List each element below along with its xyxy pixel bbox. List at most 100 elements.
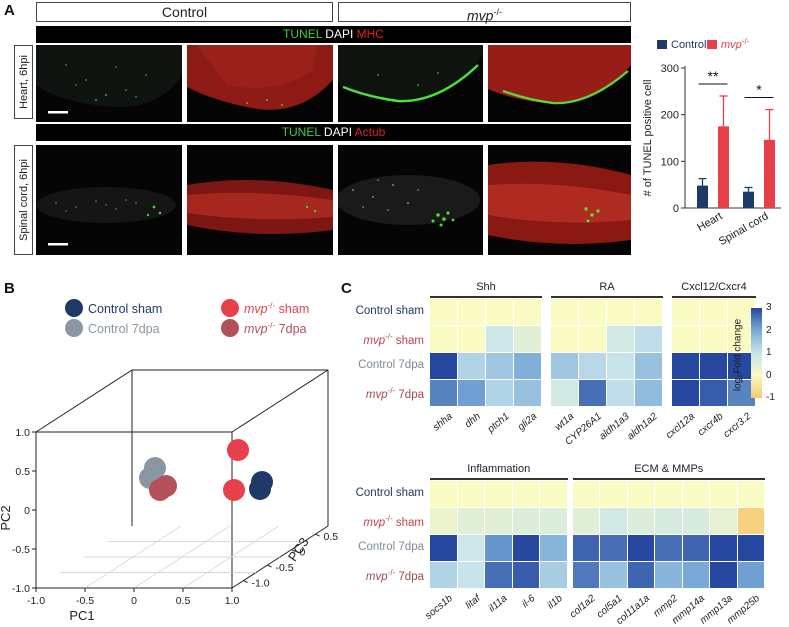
heatmap-cell: [627, 508, 654, 534]
heatmap-cell: [655, 508, 682, 534]
legend-swatch-1: [707, 40, 717, 49]
tunel-bar-chart: Control mvp-/- 0 100 200 300 # of TUNEL positi…: [642, 37, 781, 248]
heatmap-cell: [655, 562, 682, 588]
heatmap-cell: [682, 562, 709, 588]
heatmap-cell: [485, 508, 512, 534]
heatmap-cell: [607, 299, 634, 325]
heatmap-group-title: ECM & MMPs: [634, 463, 704, 475]
heatmap-cell: [600, 562, 627, 588]
heatmap-cell: [551, 299, 578, 325]
header-mvp-text: mvp: [467, 7, 494, 24]
heatmap-cell: [572, 535, 599, 561]
gene-label: il11a: [487, 593, 510, 615]
heatmap-cell: [457, 481, 484, 507]
heatmap-cell: [486, 380, 513, 406]
heatmap-cell: [512, 562, 539, 588]
heatmap-cell: [572, 508, 599, 534]
colorbar-tick-label: 1: [766, 347, 772, 358]
heatmap-cell: [700, 380, 727, 406]
heatmap-cell: [486, 326, 513, 352]
bar-spinal-cord-0: [743, 191, 754, 208]
heatmap-cell: [627, 562, 654, 588]
spinal-row-label: Spinal cord, 6hpi: [14, 145, 33, 255]
pca-point-4: [227, 439, 249, 461]
legend-dot-3: [221, 319, 239, 337]
heatmap-cell: [579, 326, 606, 352]
pc1-axis-title: PC1: [69, 608, 94, 623]
heatmap-cell: [728, 380, 755, 406]
heatmap-cell: [635, 299, 662, 325]
heatmap-cell: [737, 562, 764, 588]
pc3-tick: [243, 580, 248, 584]
heatmap-cell: [710, 508, 737, 534]
heatmap-row-name: mvp-/- sham: [363, 513, 424, 529]
pc2-axis-title: PC2: [0, 505, 13, 530]
heatmap-cell: [514, 326, 541, 352]
pc3-tick: [291, 549, 296, 553]
heatmap-cell: [430, 299, 457, 325]
heatmap-cell: [430, 562, 457, 588]
heatmap-cell: [579, 353, 606, 379]
heatmap-cell: [512, 481, 539, 507]
pca-plot: Control sham Control 7dpa mvp-/- sham mvp-/…: [0, 299, 338, 623]
pca-point-7: [249, 478, 271, 500]
heatmap-group-title: Shh: [476, 281, 496, 293]
heart-row-label: Heart, 6hpi: [14, 45, 33, 119]
gene-label: aldh1a3: [597, 411, 633, 443]
heatmap-cell: [737, 535, 764, 561]
pc2-tick-label: 1.0: [15, 427, 30, 439]
pc1-tick-label: -0.5: [76, 595, 94, 607]
pc1-tick-label: -1.0: [27, 595, 45, 607]
legend-dot-2: [221, 299, 239, 317]
colorbar: [751, 308, 762, 398]
legend-label-0: Control sham: [88, 302, 162, 316]
header-mvp-sup: -/-: [493, 7, 502, 17]
heatmap-cell: [430, 481, 457, 507]
heatmap-cell: [607, 353, 634, 379]
pca-point-5: [223, 479, 245, 501]
heatmap-cell: [540, 508, 567, 534]
pc2-tick-label: 0: [24, 505, 30, 517]
heart-stain-bar: TUNEL DAPI MHC: [36, 26, 631, 43]
spinal-mvp-tunel-image: [338, 145, 483, 255]
heatmap-cell: [700, 299, 727, 325]
spinal-stain-bar: TUNEL DAPI Actub: [36, 124, 631, 141]
y-tick-label: 300: [661, 63, 679, 75]
heatmap-cell: [672, 299, 699, 325]
heatmap-cell: [457, 508, 484, 534]
heart-mvp-merge-image: [488, 45, 631, 122]
pc2-tick-label: -1.0: [12, 583, 30, 595]
heatmap-cell: [457, 562, 484, 588]
heatmap-cell: [486, 299, 513, 325]
legend-dot-0: [65, 299, 83, 317]
legend-label-3: mvp-/- 7dpa: [244, 321, 307, 336]
heatmap-cell: [458, 299, 485, 325]
cube-edge: [35, 369, 133, 433]
heatmap-cell: [579, 380, 606, 406]
gene-label: ptch1: [485, 411, 512, 436]
heatmap-cell: [728, 326, 755, 352]
panel-b-letter: B: [4, 280, 15, 297]
heatmap-cell: [430, 326, 457, 352]
heatmap-cell: [458, 326, 485, 352]
panel-a-letter: A: [4, 2, 15, 19]
heatmap-cell: [700, 353, 727, 379]
gene-label: il-6: [520, 593, 538, 611]
heatmap-cell: [655, 481, 682, 507]
heatmap-cell: [600, 508, 627, 534]
heatmap-cell: [607, 380, 634, 406]
heatmap-cell: [430, 535, 457, 561]
heatmap-cell: [458, 380, 485, 406]
heatmap-cell: [457, 535, 484, 561]
heatmap-cell: [728, 353, 755, 379]
heatmap-row-name: Control sham: [355, 304, 424, 317]
heatmap-group-rule: [672, 296, 756, 298]
heatmap-cell: [514, 299, 541, 325]
heart-stain-tunel: TUNEL: [283, 27, 322, 41]
heatmap-cell: [540, 481, 567, 507]
heatmap-cell: [512, 508, 539, 534]
heatmap-cell: [672, 353, 699, 379]
pc3-tick-label: -0.5: [276, 562, 294, 574]
heatmap-cell: [655, 535, 682, 561]
